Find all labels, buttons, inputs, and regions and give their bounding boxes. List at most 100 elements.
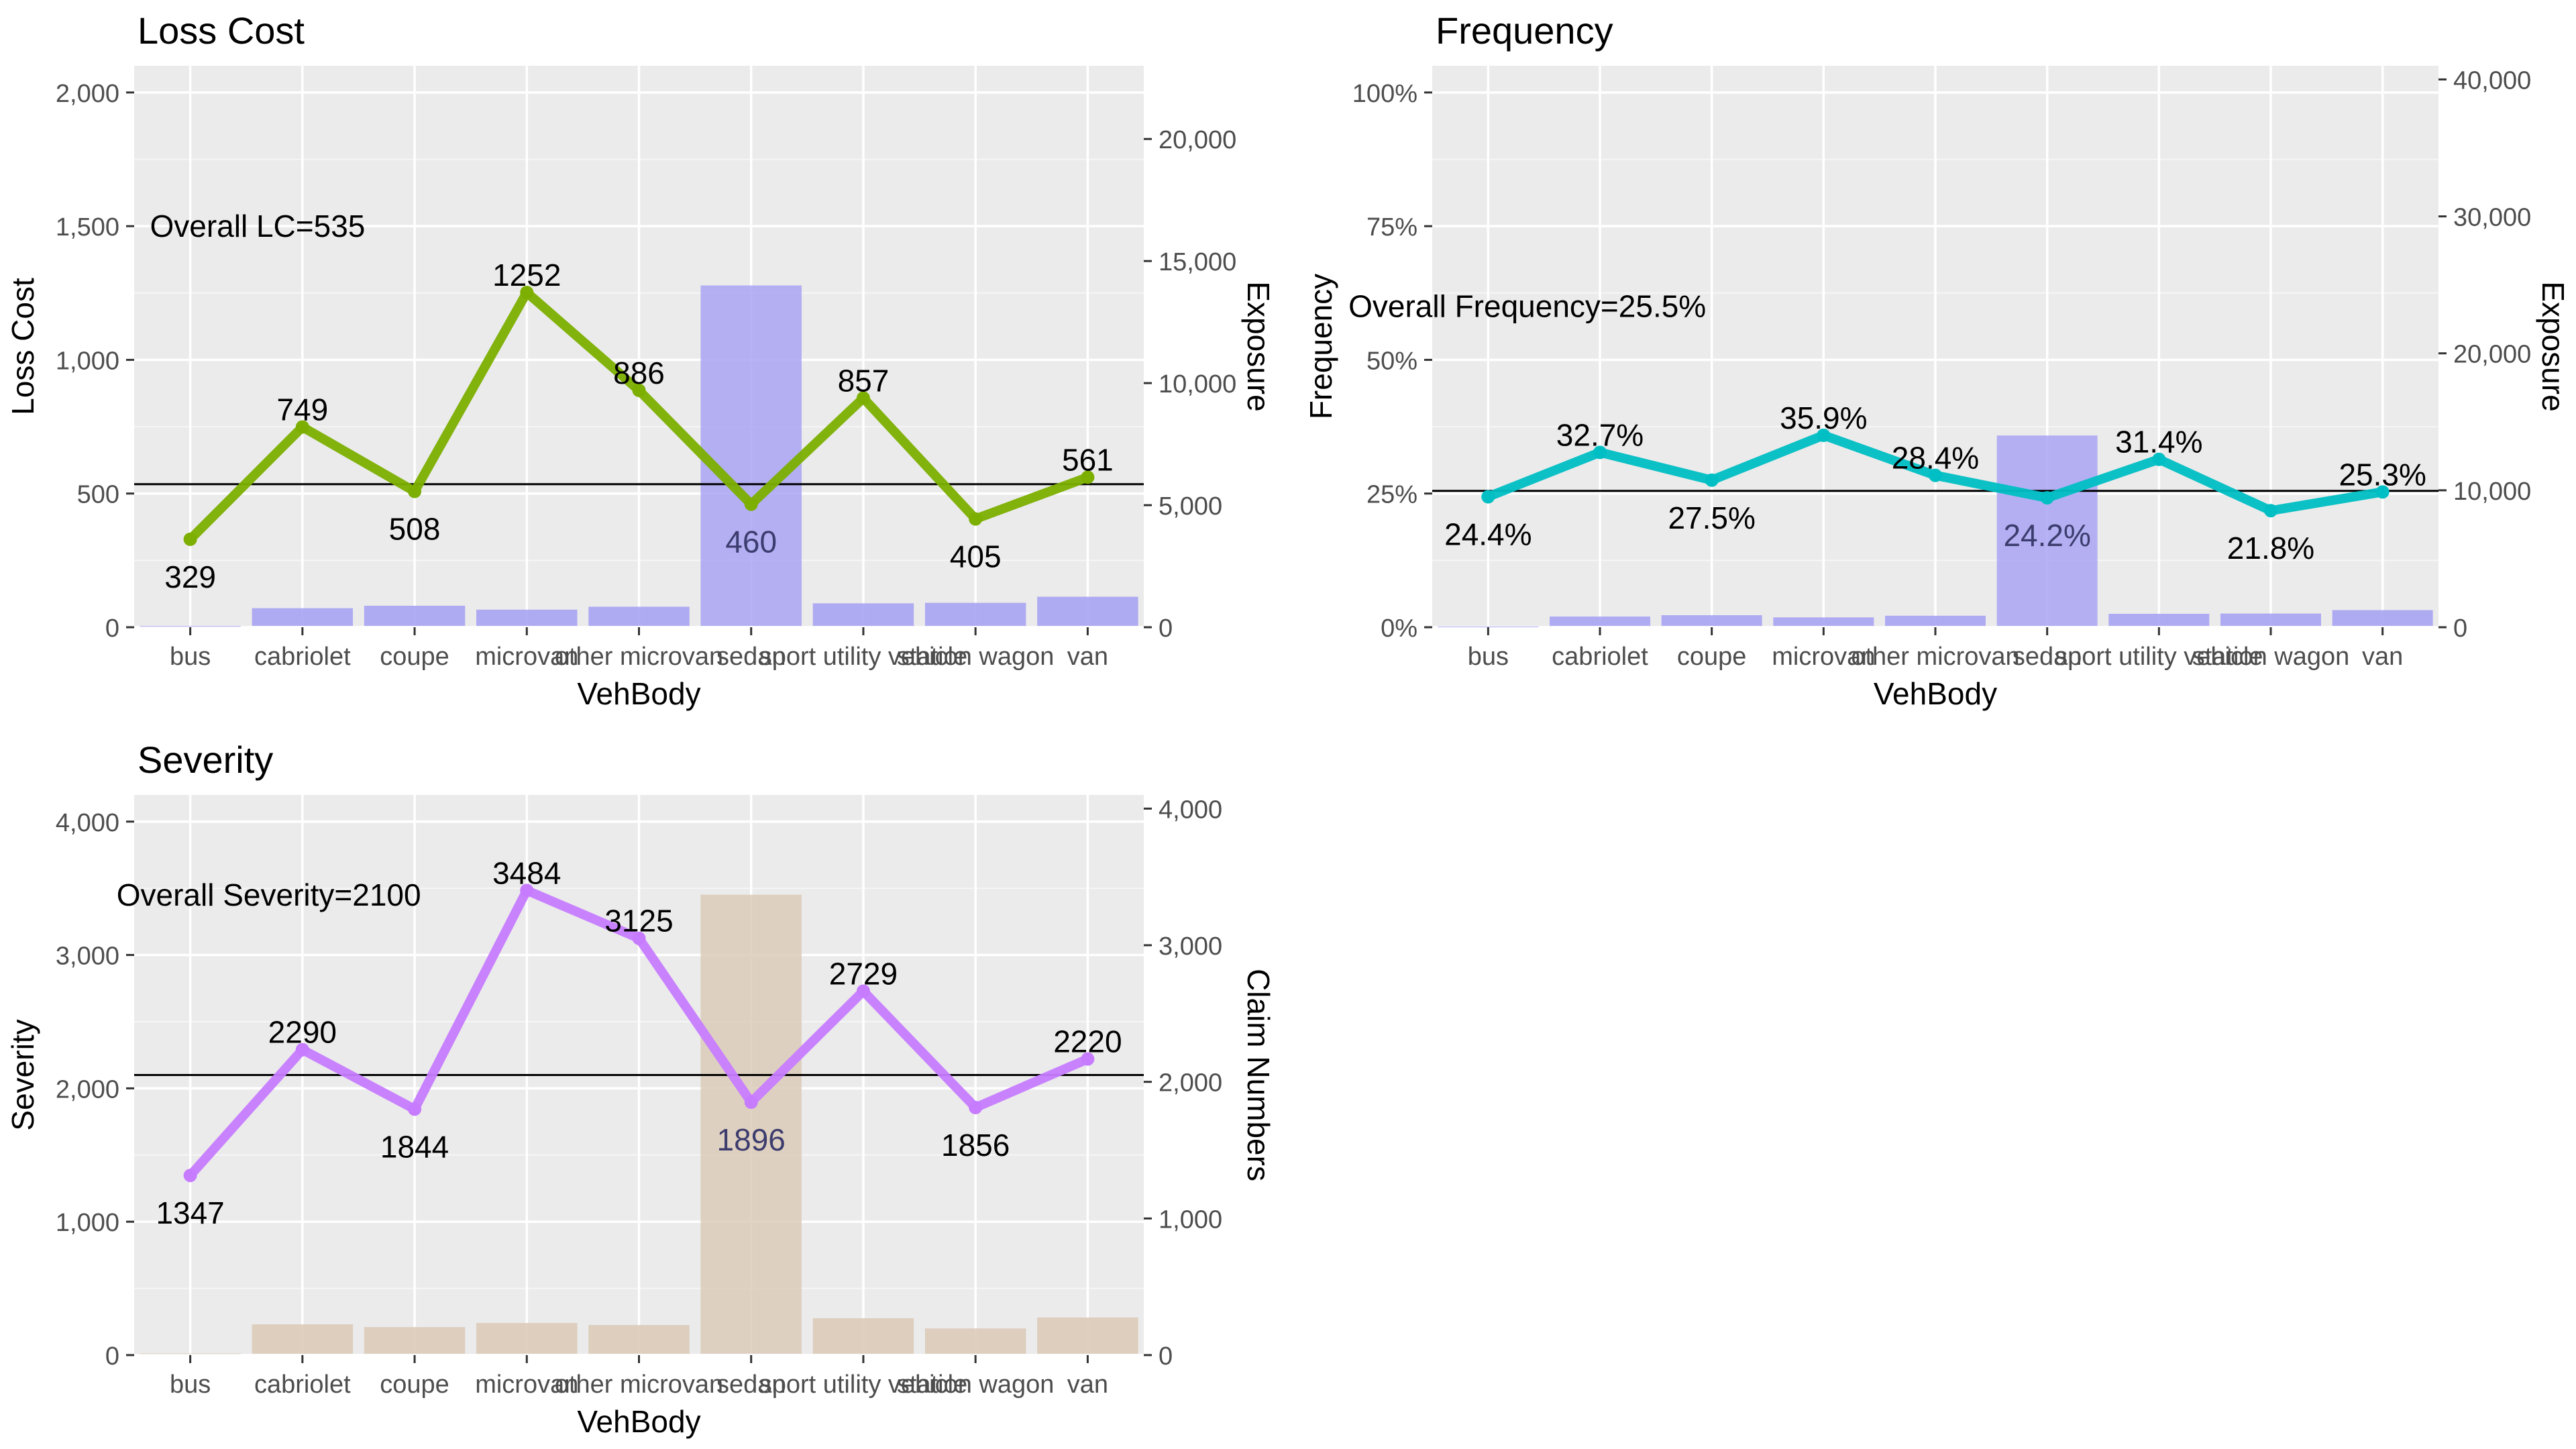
x-tick-label: bus [1468,643,1509,671]
data-label: 1347 [156,1195,224,1230]
x-tick-label: sport utility vehicle [759,1371,967,1399]
y-axis-title: Severity [5,1019,40,1130]
data-label: 2729 [829,956,898,991]
y2-axis-title: Exposure [2536,281,2571,411]
series-point-bus [1481,490,1495,504]
data-label: 31.4% [2115,425,2202,460]
x-tick-label: coupe [380,643,449,671]
series-point-coupe [1705,473,1719,487]
y-tick-label: 25% [1366,481,1417,509]
bar-other-microvan [588,1325,690,1354]
bar-cabriolet [1550,616,1650,626]
x-tick-label: cabriolet [254,1371,351,1399]
y2-tick-label: 20,000 [1159,126,1236,154]
y-tick-label: 500 [77,481,119,509]
series-point-coupe [408,1102,422,1116]
data-label: 1252 [492,258,561,292]
y2-tick-label: 1,000 [1159,1205,1222,1234]
data-label: 21.8% [2227,531,2314,566]
series-point-microvan [1817,428,1831,442]
series-point-sport-utility-vehicle [2152,452,2166,466]
bar-other-microvan [1885,615,1986,626]
y-tick-label: 2,000 [56,80,119,108]
bar-coupe [364,1327,466,1354]
x-axis-title: VehBody [1874,676,1997,711]
x-tick-label: coupe [380,1371,449,1399]
bar-station-wagon [924,1328,1026,1354]
y-tick-label: 4,000 [56,809,119,837]
bar-microvan [1773,617,1874,626]
bar-other-microvan [588,606,690,626]
series-point-coupe [408,484,422,498]
data-label: 1844 [380,1129,449,1164]
chart-panel-1: 329 749 508 1252 886 460 857 405 561 Overall LC=5… [5,9,1276,711]
y-tick-label: 100% [1352,80,1417,108]
y2-tick-label: 3,000 [1159,932,1222,961]
data-label: 405 [950,539,1002,574]
x-axis-title: VehBody [577,676,700,711]
data-label: 3125 [604,904,673,938]
y2-tick-label: 15,000 [1159,248,1236,276]
data-label: 329 [164,559,216,594]
y-tick-label: 75% [1366,213,1417,241]
data-label: 25.3% [2339,457,2426,492]
series-point-station-wagon [969,512,983,526]
series-point-sedan [744,1095,758,1110]
bar-sedan [700,285,802,626]
y2-tick-label: 2,000 [1159,1069,1222,1097]
bar-sedan [1996,435,2098,626]
data-label: 24.2% [2003,518,2090,553]
series-point-bus [183,1169,197,1183]
x-tick-label: microvan [1772,643,1875,671]
data-label: 2290 [268,1015,337,1050]
x-tick-label: van [1067,643,1108,671]
chart-title: Loss Cost [138,9,305,52]
x-tick-label: station wagon [897,643,1055,671]
x-tick-label: cabriolet [1552,643,1648,671]
y2-axis-title: Claim Numbers [1241,969,1276,1181]
x-tick-label: sedan [716,643,786,671]
bar-sport-utility-vehicle [812,1318,914,1354]
bar-van [1037,1317,1138,1354]
bar-cabriolet [252,608,354,626]
chart-title: Frequency [1436,9,1613,52]
bar-station-wagon [2220,613,2321,626]
y-axis-title: Loss Cost [5,278,40,415]
data-label: 28.4% [1892,441,1979,476]
x-tick-label: microvan [475,643,578,671]
overall-annotation: Overall Frequency=25.5% [1348,289,1706,324]
x-tick-label: van [2362,643,2403,671]
x-axis-title: VehBody [577,1404,700,1439]
y-tick-label: 2,000 [56,1075,119,1104]
y-tick-label: 50% [1366,347,1417,375]
x-tick-label: other microvan [555,643,723,671]
data-label: 1856 [941,1128,1010,1163]
bar-sedan [700,894,802,1354]
bar-coupe [364,605,466,626]
series-point-sport-utility-vehicle [856,984,870,998]
bar-sport-utility-vehicle [812,603,914,626]
x-tick-label: sedan [2012,643,2082,671]
y-tick-label: 1,000 [56,1209,119,1237]
series-point-cabriolet [295,420,309,434]
y-tick-label: 0 [105,614,119,643]
data-label: 857 [838,363,890,398]
y2-tick-label: 20,000 [2453,341,2531,369]
data-label: 35.9% [1780,400,1867,435]
data-label: 3484 [492,855,561,890]
data-label: 508 [389,512,441,547]
y2-tick-label: 4,000 [1159,796,1222,824]
data-label: 32.7% [1556,417,1644,452]
series-point-station-wagon [2264,504,2277,518]
bar-coupe [1661,615,1762,626]
bar-van [2332,610,2433,626]
data-label: 2220 [1053,1024,1122,1059]
y2-tick-label: 0 [1159,1342,1173,1371]
y2-tick-label: 30,000 [2453,204,2531,232]
y-axis-title: Frequency [1303,274,1338,419]
data-label: 1896 [717,1122,786,1157]
bar-van [1037,596,1138,626]
series-point-other-microvan [632,383,646,397]
bar-microvan [476,609,578,626]
